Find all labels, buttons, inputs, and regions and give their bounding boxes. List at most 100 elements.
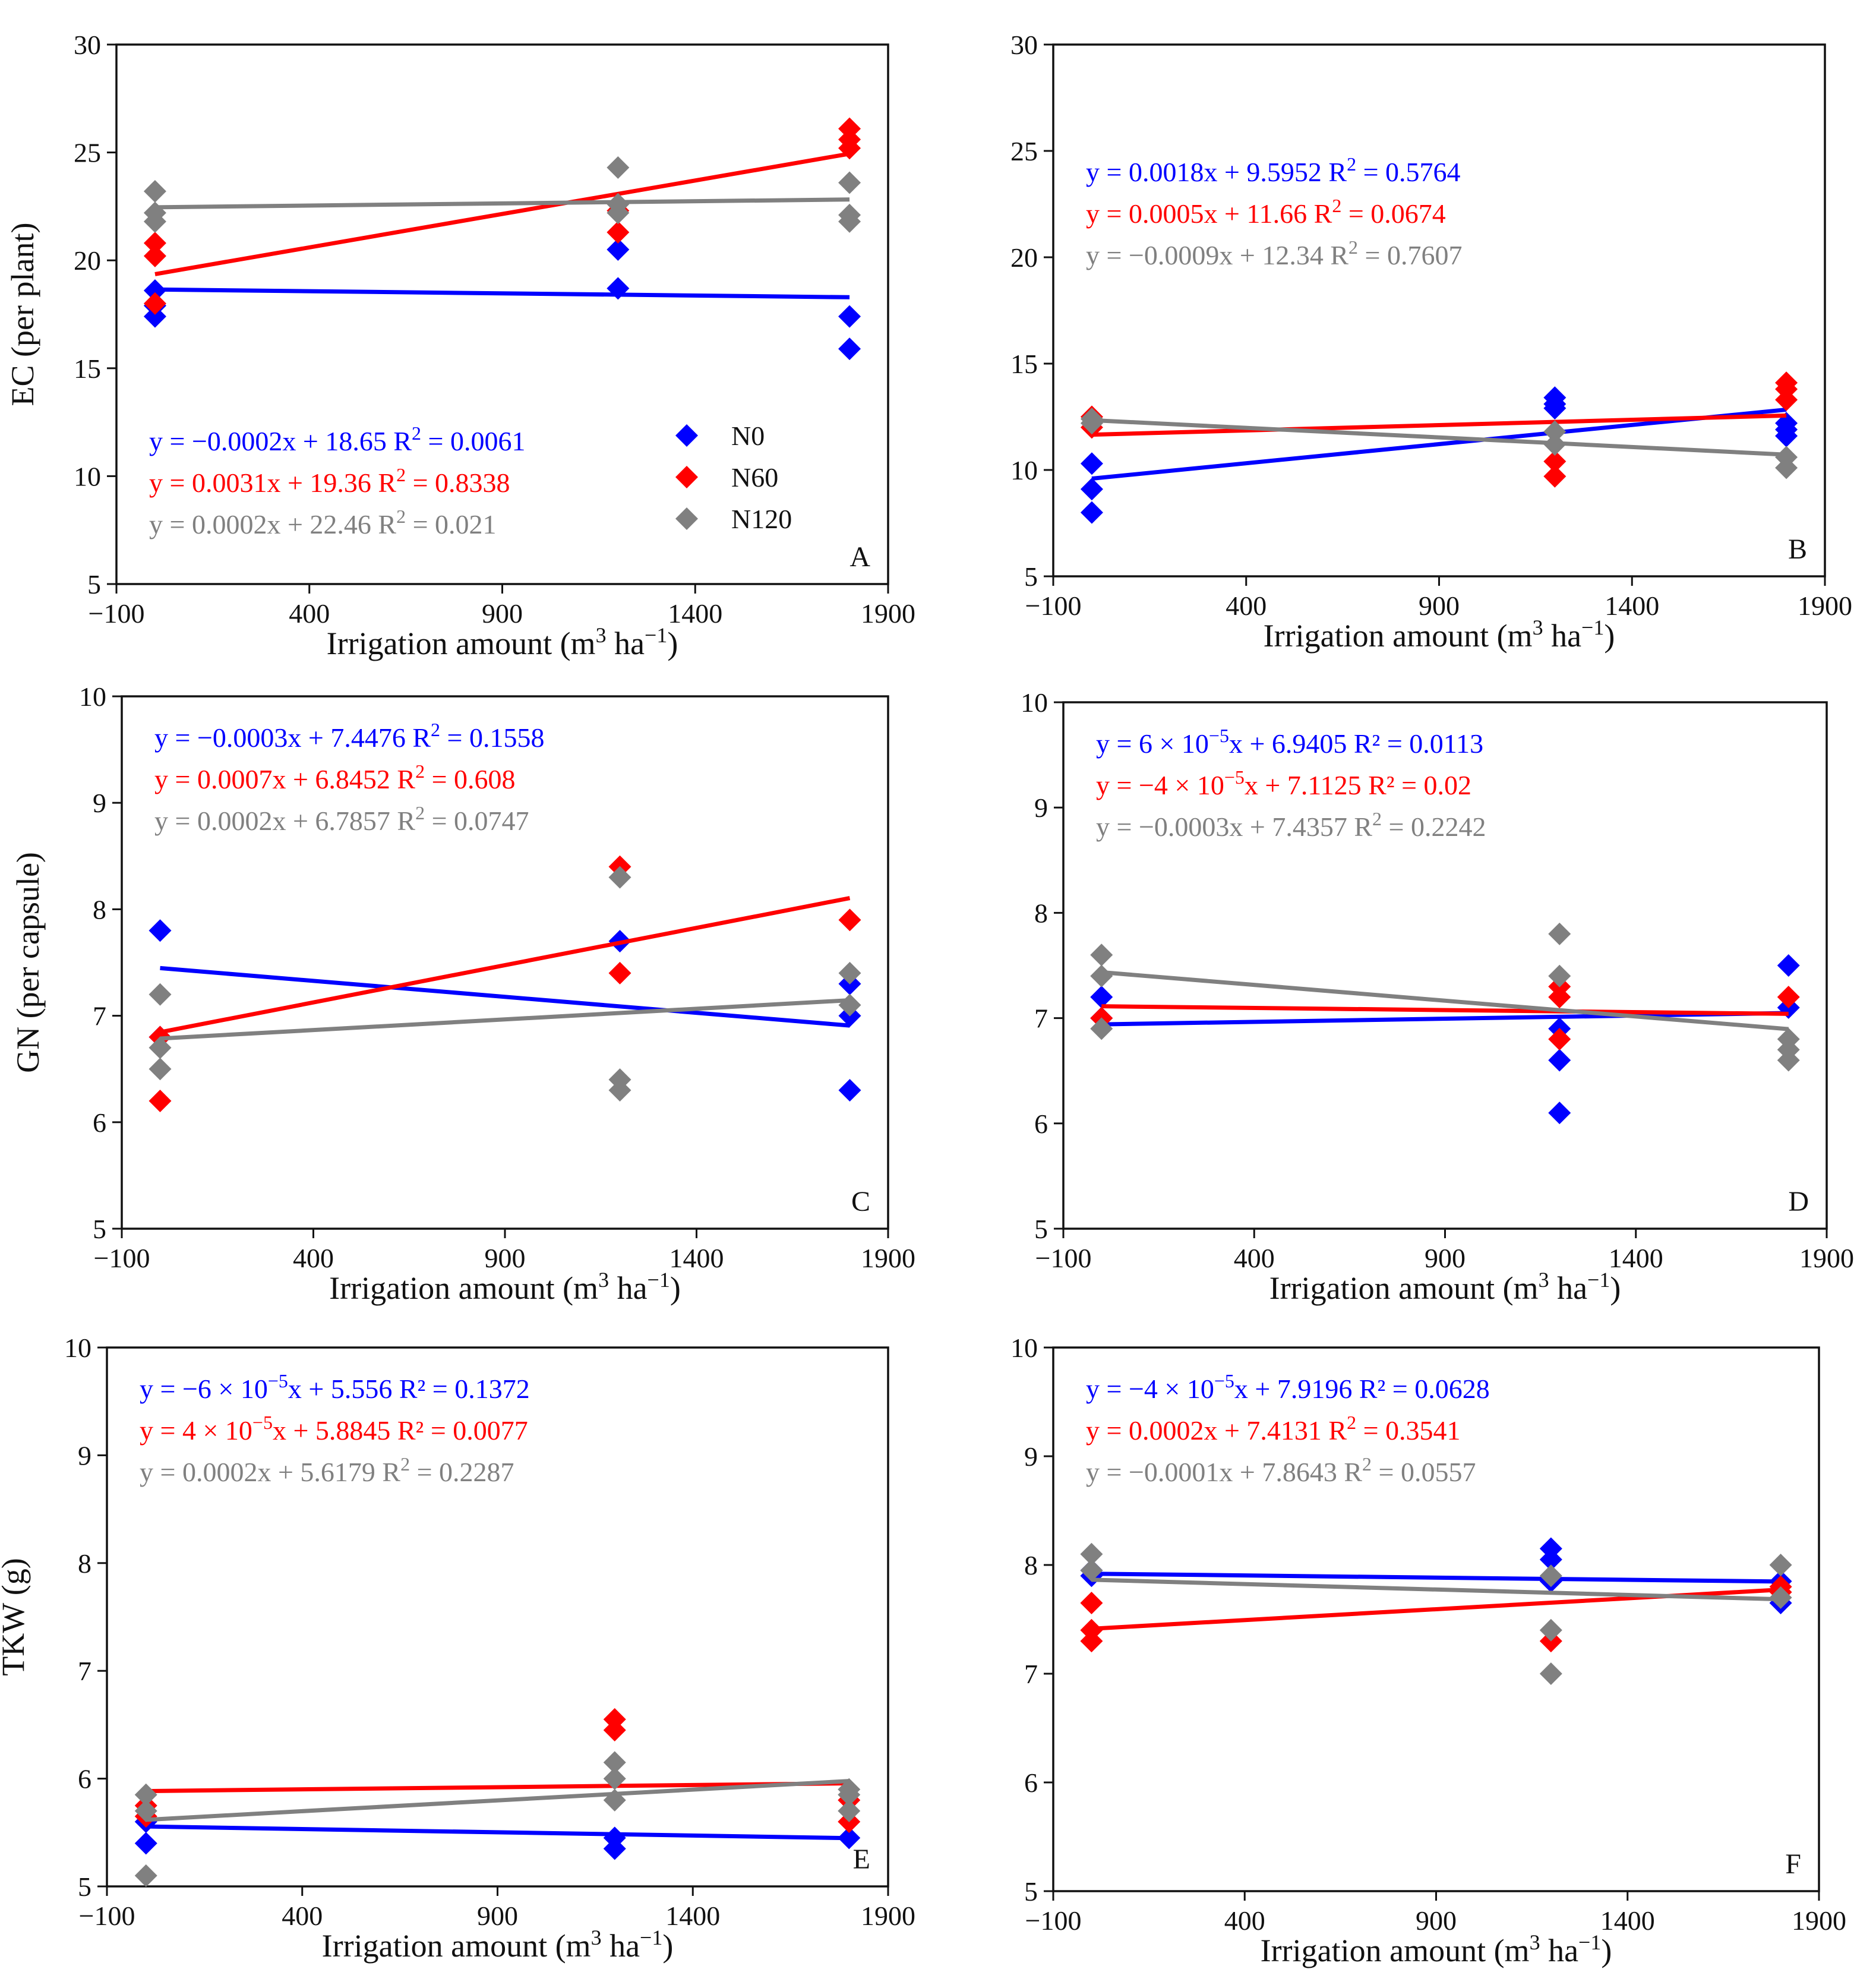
data-point-n120 [838, 1783, 861, 1806]
y-tick-label: 15 [74, 354, 101, 384]
x-tick-label: 1900 [1798, 591, 1852, 621]
equation-n120: y = −0.0001x + 7.8643 R2 = 0.0557 [1086, 1453, 1476, 1487]
data-point-n120 [607, 193, 630, 216]
data-point-n60 [838, 117, 861, 140]
trendline-n60 [159, 896, 851, 1034]
series-n120 [143, 156, 861, 233]
data-point-n60 [143, 232, 166, 255]
data-point-n120 [134, 1783, 157, 1806]
x-axis-title: Irrigation amount (m3 ha−1) [1264, 616, 1615, 654]
equation-n60: y = 4 × 10−5x + 5.8845 R² = 0.0077 [140, 1412, 528, 1446]
equation-n60: y = 0.0002x + 7.4131 R2 = 0.3541 [1086, 1412, 1461, 1446]
equation-n120: y = 0.0002x + 6.7857 R2 = 0.0747 [154, 802, 529, 836]
data-point-n0 [838, 1079, 861, 1102]
series-n120 [1090, 922, 1800, 1072]
series-n60 [1090, 975, 1800, 1051]
y-tick-label: 6 [93, 1107, 106, 1138]
x-tick-label: −100 [94, 1243, 150, 1273]
trendline-n120 [160, 998, 850, 1041]
x-axis-title: Irrigation amount (m3 ha−1) [1261, 1930, 1612, 1968]
x-tick-label: 1900 [861, 1901, 915, 1931]
data-point-n0 [1080, 452, 1103, 475]
data-point-n120 [1090, 1017, 1113, 1040]
y-tick-label: 30 [1010, 30, 1038, 60]
x-tick-label: 400 [1224, 1905, 1265, 1936]
y-tick-label: 6 [78, 1764, 91, 1794]
series-n0 [1080, 386, 1798, 524]
panel-a: −100 400 900 1400 1900 5 10 15 20 25 30 Irrigation … [5, 30, 915, 661]
trendline-n0 [1091, 1572, 1781, 1584]
equation-n0: y = −0.0002x + 18.65 R2 = 0.0061 [149, 422, 525, 456]
trendline-n120 [146, 1779, 849, 1822]
data-point-n0 [607, 238, 630, 261]
equation-n60: y = 0.0007x + 6.8452 R2 = 0.608 [154, 761, 516, 794]
panel-letter: E [853, 1844, 870, 1875]
panel-e: −100 400 900 1400 1900 5 6 7 8 9 10 Irrigation amou… [0, 1333, 915, 1964]
x-tick-label: 1400 [669, 1243, 724, 1273]
data-point-n60 [1543, 465, 1567, 488]
y-tick-label: 8 [93, 894, 106, 924]
data-point-n60 [1777, 986, 1800, 1009]
y-tick-label: 9 [1034, 793, 1048, 823]
trendline-n0 [160, 965, 850, 1028]
data-point-n0 [1548, 1049, 1571, 1072]
data-point-n0 [134, 1832, 157, 1855]
data-point-n60 [607, 220, 630, 244]
y-tick-label: 7 [93, 1001, 106, 1031]
data-point-n120 [149, 1036, 172, 1059]
panel-letter: C [851, 1186, 870, 1217]
legend-marker-n0 [675, 424, 698, 447]
trendline-n60 [154, 152, 850, 276]
trendline-n120 [1101, 970, 1789, 1031]
trendline-n0 [146, 1824, 849, 1841]
panel-b: −100 400 900 1400 1900 5 10 15 20 25 30 Irrigation … [1010, 30, 1852, 654]
y-axis-title: GN (per capsule) [10, 852, 46, 1073]
y-tick-label: 5 [1024, 1876, 1038, 1907]
y-tick-label: 8 [1034, 898, 1048, 928]
legend-label-n60: N60 [731, 462, 778, 493]
data-point-n60 [608, 961, 631, 984]
series-n60 [143, 117, 861, 315]
data-point-n120 [134, 1864, 157, 1887]
legend-label-n120: N120 [731, 504, 792, 534]
x-tick-label: 1900 [1792, 1905, 1846, 1936]
y-tick-label: 25 [74, 138, 101, 168]
data-point-n120 [149, 983, 172, 1006]
y-tick-label: 5 [1024, 561, 1038, 592]
series-n0 [134, 1810, 861, 1860]
data-point-n60 [838, 908, 861, 932]
data-point-n0 [1543, 386, 1567, 409]
y-tick-label: 9 [93, 788, 106, 818]
data-point-n120 [1539, 1618, 1562, 1642]
x-tick-label: 1900 [1799, 1243, 1854, 1273]
data-point-n60 [603, 1718, 626, 1741]
y-tick-label: 10 [64, 1333, 91, 1363]
equation-n120: y = −0.0003x + 7.4357 R2 = 0.2242 [1096, 808, 1486, 842]
data-point-n0 [838, 337, 861, 361]
equation-n60: y = −4 × 10−5x + 7.1125 R² = 0.02 [1096, 766, 1471, 800]
x-tick-label: 1400 [665, 1901, 720, 1931]
data-point-n120 [1080, 1559, 1103, 1582]
x-tick-label: 900 [485, 1243, 526, 1273]
trendline-n120 [154, 197, 850, 210]
panel-c: −100 400 900 1400 1900 5 6 7 8 9 10 Irrigation amou… [10, 681, 915, 1306]
x-axis-title: Irrigation amount (m3 ha−1) [327, 623, 678, 661]
data-point-n120 [838, 1800, 861, 1823]
series-n60 [149, 855, 861, 1112]
panel-d: −100 400 900 1400 1900 5 6 7 8 9 10 Irrigation amou… [1021, 687, 1854, 1306]
data-point-n120 [1539, 1564, 1562, 1588]
data-point-n120 [1090, 964, 1113, 987]
series-n0 [1080, 1537, 1792, 1615]
data-point-n120 [1548, 964, 1571, 987]
data-point-n120 [838, 203, 861, 226]
plot-frame [115, 43, 889, 585]
panel-letter: A [849, 541, 870, 573]
y-tick-label: 6 [1024, 1768, 1038, 1798]
panel-letter: D [1788, 1186, 1809, 1217]
data-point-n120 [1539, 1662, 1562, 1685]
y-tick-label: 5 [1034, 1214, 1048, 1244]
y-tick-label: 10 [1021, 687, 1048, 718]
plot-frame [1052, 43, 1826, 578]
panel-letter: B [1788, 534, 1807, 565]
